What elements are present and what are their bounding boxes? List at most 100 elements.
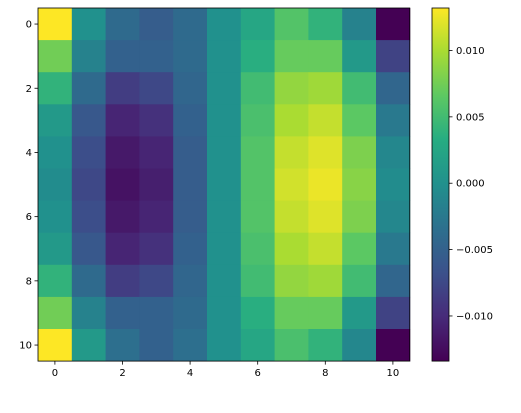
heatmap-cell-r3-c7 (274, 104, 309, 137)
heatmap-cell-r8-c10 (376, 264, 411, 298)
x-tick-label: 6 (255, 368, 261, 379)
heatmap-cell-r3-c5 (207, 104, 242, 137)
heatmap-cell-r3-c0 (38, 104, 73, 137)
heatmap-cell-r2-c0 (38, 72, 73, 105)
colorbar-tick-label: 0.005 (456, 112, 485, 123)
colorbar-frame (431, 7, 450, 362)
heatmap-frame (37, 7, 411, 362)
heatmap-cell-r10-c0 (38, 329, 73, 362)
y-axis: 0 2 4 6 8 10 (19, 20, 38, 352)
heatmap-cell-r1-c2 (105, 40, 140, 73)
heatmap-cell-r4-c6 (240, 136, 275, 169)
heatmap-cell-r3-c4 (173, 104, 208, 137)
heatmap-cell-r1-c1 (71, 40, 106, 73)
heatmap-cell-r7-c9 (342, 232, 377, 266)
heatmap-cell-r4-c10 (376, 136, 411, 169)
heatmap-cell-r8-c3 (139, 264, 174, 298)
heatmap-cell-r0-c8 (308, 8, 343, 41)
heatmap-cell-r5-c6 (240, 168, 275, 201)
heatmap-cell-r6-c2 (105, 200, 140, 234)
heatmap-cell-r2-c5 (207, 72, 242, 105)
x-tick-label: 8 (322, 368, 328, 379)
heatmap-cell-r7-c3 (139, 232, 174, 266)
colorbar-tick-label: 0.010 (456, 46, 485, 57)
heatmap-cell-r9-c10 (376, 296, 411, 330)
heatmap-cell-r5-c1 (71, 168, 106, 201)
heatmap-cell-r7-c0 (38, 232, 73, 266)
heatmap-cell-r6-c7 (274, 200, 309, 234)
colorbar: 0.010 0.005 0.000 −0.005 −0.010 (431, 7, 493, 362)
y-tick-label: 8 (26, 276, 32, 287)
heatmap-cell-r6-c6 (240, 200, 275, 234)
heatmap-cell-r5-c8 (308, 168, 343, 201)
heatmap-cell-r2-c3 (139, 72, 174, 105)
heatmap-cell-r6-c9 (342, 200, 377, 234)
heatmap-cell-r2-c1 (71, 72, 106, 105)
heatmap-cell-r5-c5 (207, 168, 242, 201)
heatmap-cell-r8-c1 (71, 264, 106, 298)
heatmap-cell-r6-c8 (308, 200, 343, 234)
heatmap-cell-r8-c4 (173, 264, 208, 298)
heatmap-cell-r10-c1 (71, 329, 106, 362)
heatmap-cell-r5-c7 (274, 168, 309, 201)
heatmap-cell-r7-c5 (207, 232, 242, 266)
colorbar-tick-label: 0.000 (456, 179, 485, 190)
heatmap-cell-r4-c0 (38, 136, 73, 169)
heatmap-cell-r1-c3 (139, 40, 174, 73)
heatmap-cell-r8-c9 (342, 264, 377, 298)
heatmap-cell-r2-c9 (342, 72, 377, 105)
heatmap-cell-r1-c4 (173, 40, 208, 73)
y-tick-label: 10 (19, 341, 32, 352)
heatmap-cell-r9-c6 (240, 296, 275, 330)
heatmap-cell-r2-c4 (173, 72, 208, 105)
heatmap-cell-r4-c8 (308, 136, 343, 169)
heatmap-cell-r1-c0 (38, 40, 73, 73)
heatmap-cell-r8-c7 (274, 264, 309, 298)
heatmap-cell-r6-c5 (207, 200, 242, 234)
heatmap-cell-r7-c6 (240, 232, 275, 266)
heatmap-cell-r1-c8 (308, 40, 343, 73)
heatmap-cell-r0-c2 (105, 8, 140, 41)
heatmap-cell-r7-c8 (308, 232, 343, 266)
colorbar-tick-label: −0.005 (456, 245, 493, 256)
heatmap-cell-r7-c2 (105, 232, 140, 266)
heatmap-cell-r1-c6 (240, 40, 275, 73)
heatmap-cell-r4-c4 (173, 136, 208, 169)
y-tick-label: 2 (26, 84, 32, 95)
heatmap-cell-r7-c10 (376, 232, 411, 266)
heatmap-cell-r6-c10 (376, 200, 411, 234)
heatmap-cell-r2-c2 (105, 72, 140, 105)
heatmap-cell-r0-c3 (139, 8, 174, 41)
heatmap-cell-r8-c2 (105, 264, 140, 298)
heatmap-cell-r9-c9 (342, 296, 377, 330)
y-tick-label: 4 (26, 148, 32, 159)
heatmap-cell-r1-c5 (207, 40, 242, 73)
x-tick-label: 4 (187, 368, 193, 379)
heatmap-cell-r5-c2 (105, 168, 140, 201)
heatmap-cell-r10-c9 (342, 329, 377, 362)
x-tick-label: 2 (119, 368, 125, 379)
heatmap-cell-r7-c4 (173, 232, 208, 266)
heatmap-cell-r0-c10 (376, 8, 411, 41)
heatmap-cell-r6-c4 (173, 200, 208, 234)
heatmap-cell-r10-c3 (139, 329, 174, 362)
heatmap-cell-r0-c6 (240, 8, 275, 41)
heatmap-cell-r1-c9 (342, 40, 377, 73)
x-tick-label: 0 (52, 368, 58, 379)
x-axis: 0 2 4 6 8 10 (52, 361, 399, 379)
heatmap-cell-r4-c9 (342, 136, 377, 169)
heatmap-cell-r4-c2 (105, 136, 140, 169)
y-tick-label: 6 (26, 212, 32, 223)
heatmap-cell-r10-c4 (173, 329, 208, 362)
heatmap-cell-r5-c10 (376, 168, 411, 201)
heatmap-cell-r8-c5 (207, 264, 242, 298)
heatmap-cell-r8-c0 (38, 264, 73, 298)
heatmap-cell-r0-c0 (38, 8, 73, 41)
heatmap-cell-r2-c8 (308, 72, 343, 105)
heatmap-cell-r10-c7 (274, 329, 309, 362)
heatmap-cell-r5-c9 (342, 168, 377, 201)
heatmap-cell-r7-c1 (71, 232, 106, 266)
heatmap-cell-r0-c7 (274, 8, 309, 41)
heatmap-cell-r9-c7 (274, 296, 309, 330)
